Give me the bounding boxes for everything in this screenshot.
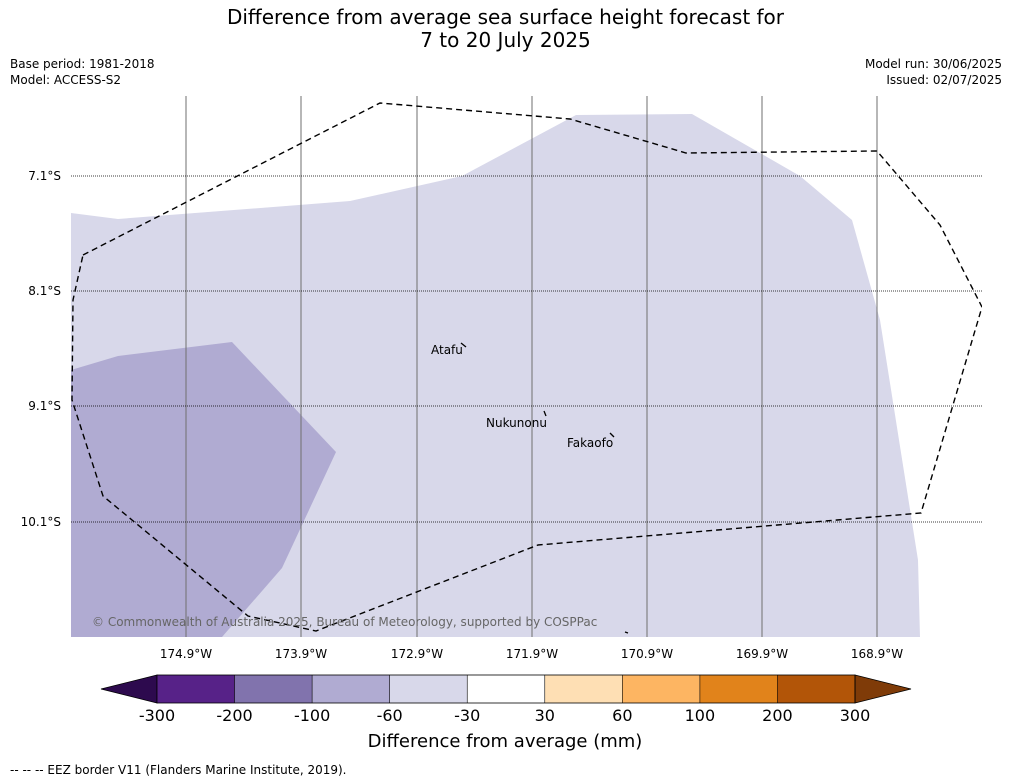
colorbar-outline xyxy=(156,674,856,704)
longitude-labels: 174.9°W 173.9°W 172.9°W 171.9°W 170.9°W 169.9… xyxy=(160,647,903,661)
chart-title-line-2: 7 to 20 July 2025 xyxy=(420,28,591,52)
eez-border xyxy=(71,102,982,632)
colorbar-title: Difference from average (mm) xyxy=(368,731,643,752)
colorbar xyxy=(100,674,912,704)
colorbar-tick-label: -60 xyxy=(377,706,403,725)
model-label: Model: ACCESS-S2 xyxy=(10,73,122,87)
longitude-tick-label: 173.9°W xyxy=(275,647,327,661)
chart-title-line-1: Difference from average sea surface heig… xyxy=(226,5,785,29)
colorbar-tick-labels: -300 -200 -100 -60 -30 30 60 100 200 300 xyxy=(139,706,870,725)
latitude-tick-label: 10.1°S xyxy=(21,515,61,529)
eez-legend-note: -- -- -- EEZ border V11 (Flanders Marine… xyxy=(10,763,347,777)
island-marker-small xyxy=(624,631,629,634)
latitude-tick-label: 9.1°S xyxy=(28,399,61,413)
longitude-tick-label: 168.9°W xyxy=(851,647,903,661)
colorbar-segment xyxy=(622,675,700,703)
colorbar-segment xyxy=(389,675,468,703)
colorbar-segment xyxy=(467,675,545,703)
colorbar-segment xyxy=(312,675,390,703)
colorbar-tick-label: 200 xyxy=(762,706,793,725)
model-run-label: Model run: 30/06/2025 xyxy=(864,57,1002,71)
longitude-tick-label: 174.9°W xyxy=(160,647,212,661)
atafu-island-marker xyxy=(460,342,467,348)
copyright-notice: © Commonwealth of Australia 2025, Bureau… xyxy=(92,615,597,629)
longitude-tick-label: 169.9°W xyxy=(736,647,788,661)
colorbar-extend-low xyxy=(100,674,158,704)
colorbar-segment xyxy=(777,675,855,703)
colorbar-tick-label: 100 xyxy=(685,706,716,725)
colorbar-extend-high xyxy=(854,674,912,704)
base-period-label: Base period: 1981-2018 xyxy=(10,57,155,71)
fakaofo-island-marker xyxy=(609,432,615,438)
colorbar-segment xyxy=(157,675,235,703)
colorbar-tick-label: 30 xyxy=(535,706,555,725)
colorbar-tick-label: 300 xyxy=(840,706,871,725)
colorbar-tick-label: -300 xyxy=(139,706,175,725)
longitude-tick-label: 171.9°W xyxy=(506,647,558,661)
latitude-labels: 7.1°S 8.1°S 9.1°S 10.1°S xyxy=(21,169,61,529)
colorbar-tick-label: -100 xyxy=(294,706,330,725)
longitude-tick-label: 170.9°W xyxy=(621,647,673,661)
colorbar-segment xyxy=(544,675,623,703)
colorbar-segment xyxy=(234,675,313,703)
place-label-atafu: Atafu xyxy=(431,343,463,357)
latitude-tick-label: 7.1°S xyxy=(28,169,61,183)
map-panel: Atafu Nukunonu Fakaofo © Commonwealth of… xyxy=(71,96,982,637)
anomaly-region-medium xyxy=(71,342,336,637)
place-label-fakaofo: Fakaofo xyxy=(567,436,613,450)
nukunonu-island-marker xyxy=(543,410,547,417)
colorbar-tick-label: -30 xyxy=(454,706,480,725)
colorbar-segment xyxy=(699,675,778,703)
colorbar-tick-label: 60 xyxy=(612,706,632,725)
issued-label: Issued: 02/07/2025 xyxy=(886,73,1002,87)
latitude-tick-label: 8.1°S xyxy=(28,284,61,298)
place-label-nukunonu: Nukunonu xyxy=(486,416,547,430)
colorbar-tick-label: -200 xyxy=(216,706,252,725)
longitude-tick-label: 172.9°W xyxy=(391,647,443,661)
longitude-grid-lines xyxy=(185,96,878,637)
